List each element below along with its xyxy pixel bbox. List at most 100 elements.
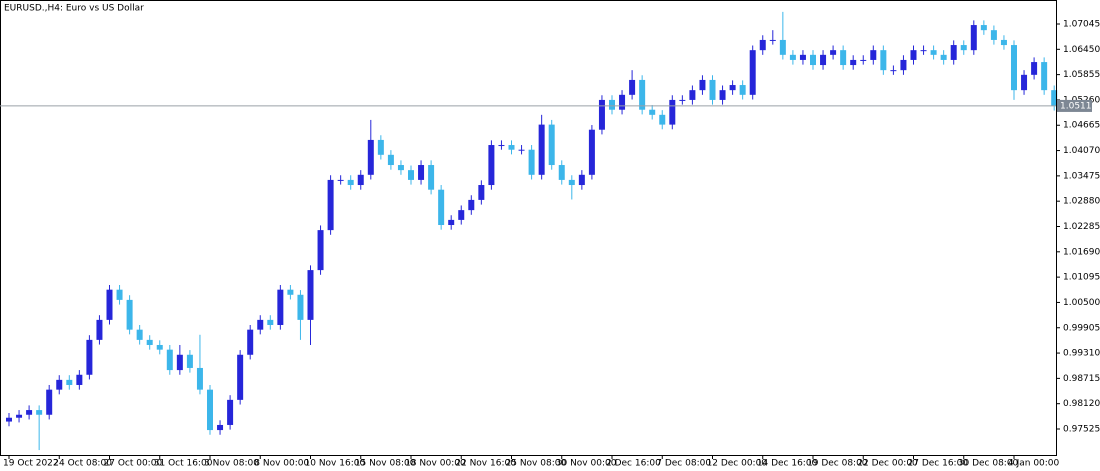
candle-body [488,145,495,186]
candle-body [609,99,615,110]
x-tick-label: 30 Nov 00:00 [556,459,617,469]
candle-body [1021,74,1028,91]
candle-body [588,129,595,175]
candle-body [156,344,163,350]
y-tick-label: 1.00500 [1063,298,1100,308]
candle-body [890,70,897,72]
candle-body [116,289,123,300]
candle-body [428,165,435,190]
chart-title: EURUSD.,H4: Euro vs US Dollar [4,4,144,14]
price-label-box [1057,99,1092,112]
x-tick-label: 30 Dec 08:00 [958,459,1019,469]
x-tick-label: 10 Nov 16:00 [305,459,366,469]
candle-body [1031,62,1038,75]
candle-body [669,99,676,125]
x-tick-label: 22 Nov 16:00 [455,459,516,469]
candle-body [598,99,605,130]
candle-body [860,59,867,61]
candle-body [558,165,565,180]
x-tick-label: 18 Nov 00:00 [405,459,466,469]
candle-body [990,30,997,40]
candle-body [578,174,585,186]
candle-body [196,367,203,390]
candle-body [799,54,806,60]
candle-body [548,124,555,166]
candle-body [227,399,234,425]
candle-body [759,39,766,51]
candle-body [106,289,113,320]
candle-body [458,210,465,220]
y-tick-label: 0.97525 [1063,425,1100,435]
x-tick-label: 7 Dec 08:00 [656,459,711,469]
candle-body [126,299,133,330]
candle-body [66,379,73,385]
candle-body [186,354,193,368]
candle-body [709,79,716,100]
candle-body [940,54,947,60]
candle-body [377,139,384,155]
candle-body [337,179,344,181]
candle-body [508,145,515,150]
candle-body [679,99,686,101]
candle-body [528,149,535,175]
x-tick-label: 8 Nov 00:00 [254,459,309,469]
candle-body [468,199,475,211]
price-label: 1.05119 [1060,101,1097,111]
candle-body [237,354,244,400]
candle-body [317,230,324,271]
candle-body [16,414,23,418]
candle-body [699,79,706,91]
y-tick-label: 1.02285 [1063,222,1100,232]
y-tick-label: 0.99310 [1063,349,1100,359]
candle-body [910,50,917,60]
candle-body [136,329,143,340]
candle-body [850,59,857,66]
candle-body [810,54,816,66]
candle-body [649,109,656,115]
plot-area [6,11,1058,451]
x-tick-label: 25 Nov 08:00 [506,459,567,469]
y-tick-label: 1.04665 [1063,121,1100,131]
y-tick-label: 0.98120 [1063,399,1100,409]
candle-body [166,349,173,371]
candle-body [46,389,53,415]
x-tick-label: 14 Dec 16:00 [757,459,818,469]
candle-body [769,39,776,41]
candle-body [357,174,364,186]
x-tick-label: 31 Oct 16:00 [154,459,213,469]
candle-body [257,319,264,330]
candle-body [960,45,967,51]
x-tick-label: 22 Dec 00:00 [857,459,918,469]
plot-frame [0,0,1057,456]
candle-body [1041,62,1048,91]
candle-body [840,50,847,66]
y-tick-label: 1.01095 [1063,273,1100,283]
candle-body [920,50,927,52]
candle-body [397,165,404,171]
candle-body [76,374,83,385]
y-tick-label: 1.01690 [1063,247,1100,257]
candle-body [980,25,987,31]
y-tick-label: 1.04070 [1063,146,1100,156]
candle-body [408,170,414,180]
candle-body [6,417,12,422]
candle-body [970,25,977,51]
x-tick-label: 19 Oct 2022 [3,459,59,469]
candle-body [950,45,957,60]
candle-body [629,79,636,95]
candle-body [820,54,827,66]
x-tick-label: 15 Nov 08:00 [355,459,416,469]
candle-body [287,289,294,295]
candle-body [719,90,726,100]
candle-body [870,50,877,60]
candle-body [36,410,43,415]
y-tick-label: 1.07045 [1063,19,1100,29]
candle-body [498,145,505,147]
candle-body [176,354,183,371]
candle-body [207,389,213,431]
candle-body [639,79,646,110]
candle-body [438,189,445,226]
candle-body [1051,90,1058,106]
candle-body [1000,39,1007,46]
